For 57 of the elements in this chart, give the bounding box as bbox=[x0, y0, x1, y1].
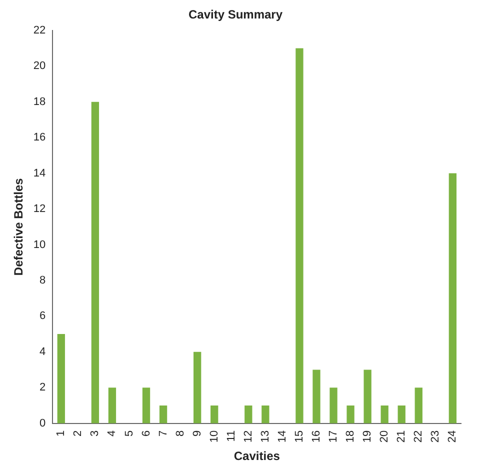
x-tick-label: 7 bbox=[157, 430, 170, 436]
x-tick-label: 21 bbox=[396, 430, 408, 443]
y-tick-label: 6 bbox=[40, 310, 46, 322]
x-tick-label: 5 bbox=[123, 430, 136, 436]
bar bbox=[296, 48, 304, 424]
bar bbox=[108, 388, 116, 424]
x-tick-label: 8 bbox=[174, 430, 186, 436]
x-tick-label: 11 bbox=[225, 430, 238, 442]
x-tick-label: 3 bbox=[89, 430, 102, 436]
bar bbox=[194, 352, 202, 424]
x-tick-label: 6 bbox=[140, 430, 152, 436]
y-tick-label: 22 bbox=[33, 24, 46, 36]
y-tick-label: 10 bbox=[33, 238, 46, 251]
y-tick-label: 14 bbox=[33, 167, 46, 180]
y-tick-label: 2 bbox=[40, 382, 46, 394]
x-tick-label: 10 bbox=[208, 430, 220, 443]
bar bbox=[91, 102, 100, 424]
y-tick-label: 4 bbox=[40, 346, 46, 358]
bar bbox=[159, 406, 168, 424]
y-tick-label: 0 bbox=[40, 417, 46, 430]
x-axis-title: Cavities bbox=[234, 449, 280, 464]
chart-title: Cavity Summary bbox=[188, 8, 283, 22]
bar bbox=[380, 406, 388, 424]
bar bbox=[364, 370, 372, 424]
bar bbox=[244, 406, 252, 424]
x-tick-label: 23 bbox=[430, 430, 442, 443]
bar bbox=[330, 388, 338, 424]
y-tick-label: 16 bbox=[33, 132, 46, 144]
x-tick-label: 16 bbox=[310, 430, 323, 443]
x-tick-label: 9 bbox=[191, 430, 204, 436]
bar bbox=[262, 406, 270, 424]
bar bbox=[414, 388, 422, 424]
bar bbox=[312, 370, 320, 424]
x-tick-label: 13 bbox=[259, 430, 272, 443]
x-tick-label: 12 bbox=[242, 430, 254, 443]
x-tick-label: 2 bbox=[72, 430, 84, 436]
x-tick-label: 4 bbox=[106, 430, 118, 436]
y-axis-title: Defective Bottles bbox=[12, 178, 26, 276]
bar bbox=[448, 173, 457, 424]
y-tick-label: 12 bbox=[33, 203, 46, 216]
bar bbox=[398, 406, 406, 424]
x-tick-label: 14 bbox=[276, 430, 288, 443]
bar bbox=[57, 334, 65, 424]
y-tick-label: 20 bbox=[33, 60, 46, 72]
x-tick-label: 15 bbox=[294, 430, 306, 443]
bar bbox=[346, 406, 354, 424]
bar bbox=[142, 388, 150, 424]
x-tick-label: 18 bbox=[344, 430, 357, 443]
x-tick-label: 24 bbox=[446, 430, 459, 443]
bar bbox=[210, 406, 218, 424]
x-tick-label: 17 bbox=[328, 430, 340, 443]
x-tick-label: 22 bbox=[412, 430, 425, 443]
x-tick-label: 1 bbox=[55, 430, 68, 436]
y-tick-label: 8 bbox=[40, 274, 46, 286]
x-tick-label: 20 bbox=[378, 430, 391, 443]
x-tick-label: 19 bbox=[362, 430, 374, 443]
y-tick-label: 18 bbox=[33, 96, 46, 108]
